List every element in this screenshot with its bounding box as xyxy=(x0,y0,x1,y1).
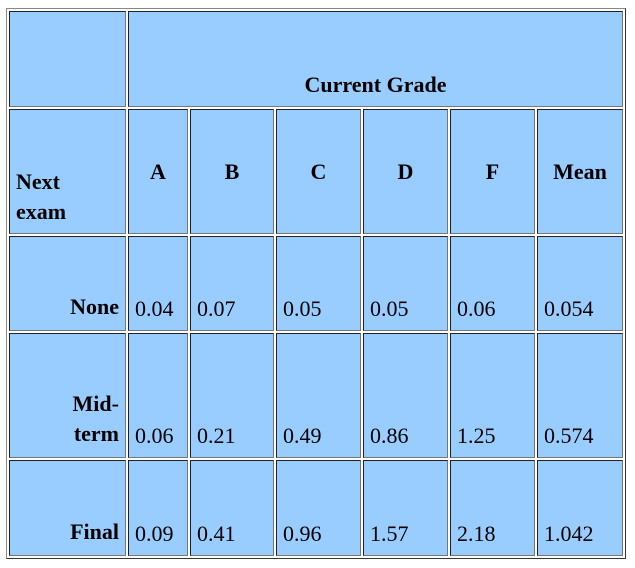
column-header: Mean xyxy=(537,109,623,234)
column-header: D xyxy=(363,109,448,234)
value-cell: 0.04 xyxy=(128,236,188,331)
value-cell: 0.06 xyxy=(128,333,188,458)
table-title: Current Grade xyxy=(128,11,623,107)
value-cell: 0.574 xyxy=(537,333,623,458)
column-header: C xyxy=(276,109,361,234)
row-label-cell: Final xyxy=(9,460,126,556)
column-header: B xyxy=(190,109,274,234)
value-cell: 0.41 xyxy=(190,460,274,556)
column-header: A xyxy=(128,109,188,234)
value-cell: 0.86 xyxy=(363,333,448,458)
row-label: None xyxy=(70,294,119,319)
value-cell: 0.05 xyxy=(276,236,361,331)
value-cell: 0.49 xyxy=(276,333,361,458)
corner-cell xyxy=(9,11,126,107)
data-row: None 0.04 0.07 0.05 0.05 0.06 0.054 xyxy=(9,236,623,331)
value-cell: 0.054 xyxy=(537,236,623,331)
data-row: Mid-term 0.06 0.21 0.49 0.86 1.25 0.574 xyxy=(9,333,623,458)
title-row: Current Grade xyxy=(9,11,623,107)
row-label-cell: Mid-term xyxy=(9,333,126,458)
value-cell: 1.25 xyxy=(450,333,535,458)
grade-table: Current Grade Next exam A B C D F Mean None 0.… xyxy=(6,8,626,559)
value-cell: 1.042 xyxy=(537,460,623,556)
header-row: Next exam A B C D F Mean xyxy=(9,109,623,234)
value-cell: 0.96 xyxy=(276,460,361,556)
value-cell: 0.05 xyxy=(363,236,448,331)
row-label: Mid-term xyxy=(72,391,119,446)
value-cell: 2.18 xyxy=(450,460,535,556)
data-row: Final 0.09 0.41 0.96 1.57 2.18 1.042 xyxy=(9,460,623,556)
value-cell: 0.09 xyxy=(128,460,188,556)
row-label: Final xyxy=(70,519,119,544)
value-cell: 0.21 xyxy=(190,333,274,458)
column-header: F xyxy=(450,109,535,234)
table-body: Current Grade Next exam A B C D F Mean None 0.… xyxy=(9,11,623,556)
value-cell: 0.07 xyxy=(190,236,274,331)
value-cell: 0.06 xyxy=(450,236,535,331)
row-label-cell: None xyxy=(9,236,126,331)
value-cell: 1.57 xyxy=(363,460,448,556)
row-header-cell: Next exam xyxy=(9,109,126,234)
row-header: Next exam xyxy=(16,169,67,224)
